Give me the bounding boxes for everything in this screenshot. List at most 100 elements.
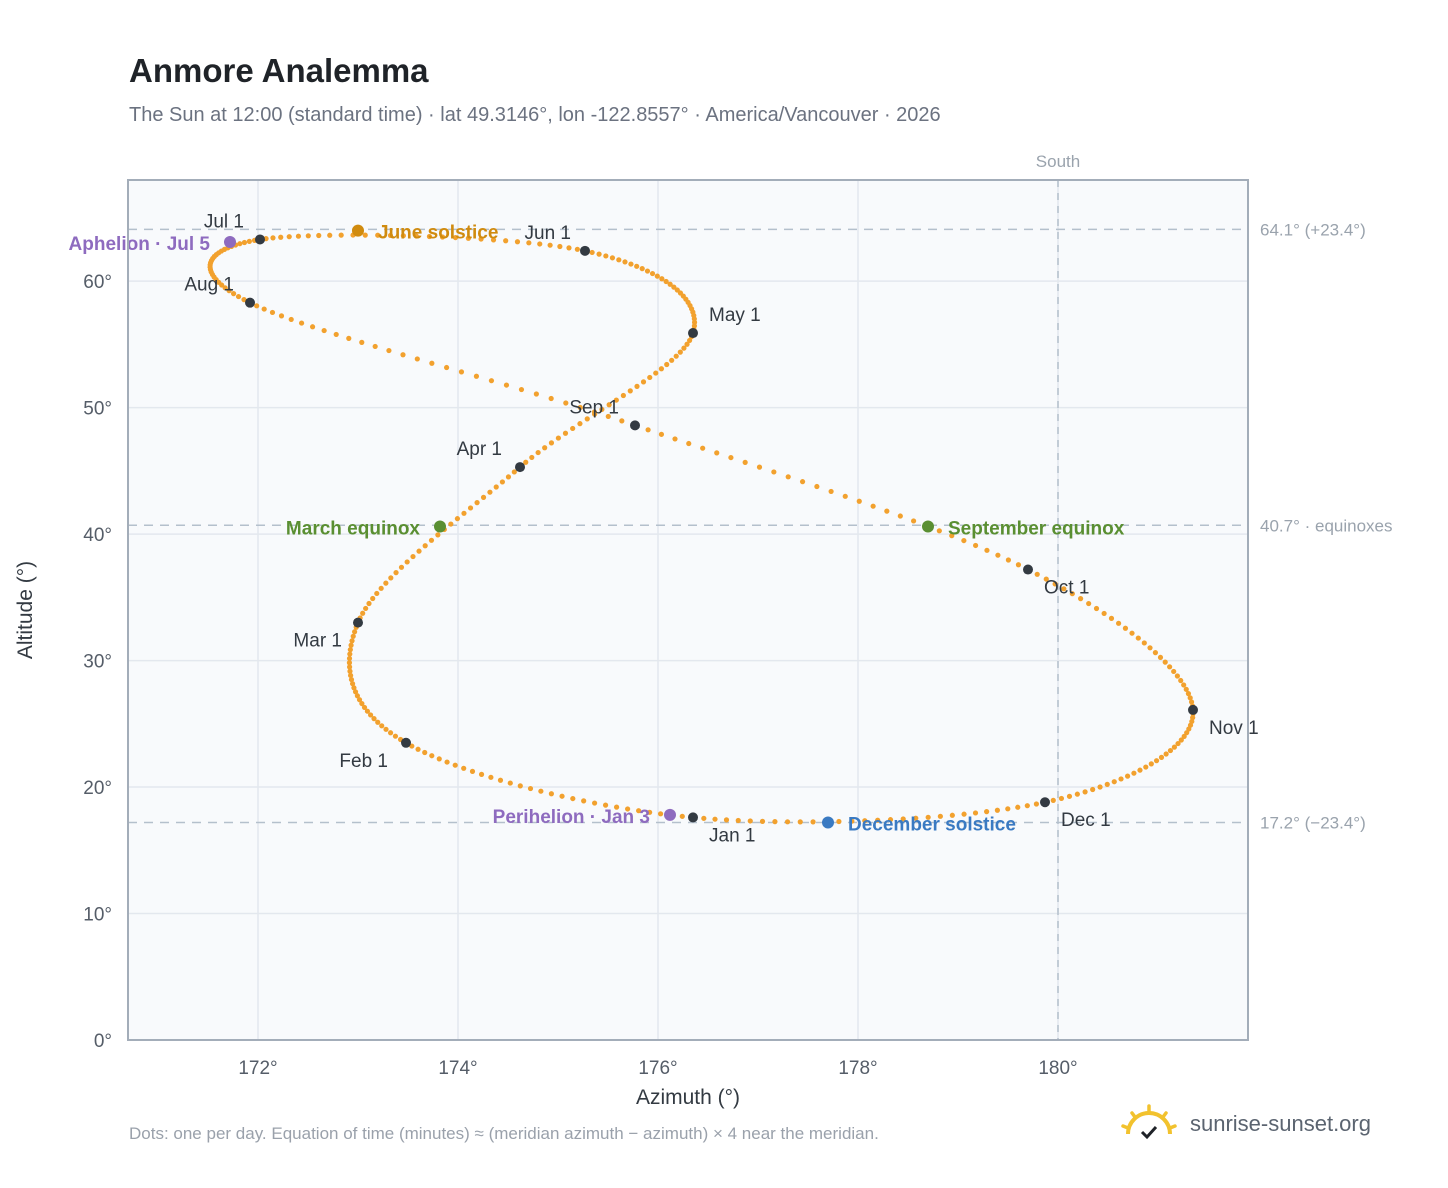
daily-sun-dot xyxy=(1082,789,1088,795)
daily-sun-dot xyxy=(542,445,548,451)
month-label: Aug 1 xyxy=(184,275,234,296)
daily-sun-dot xyxy=(756,464,763,470)
daily-sun-dot xyxy=(619,418,625,424)
y-tick-label: 10° xyxy=(83,905,112,926)
daily-sun-dot xyxy=(684,341,690,347)
month-point xyxy=(401,737,411,748)
daily-sun-dot xyxy=(584,416,590,422)
event-label: December solstice xyxy=(848,814,1016,835)
y-tick-label: 20° xyxy=(83,778,112,799)
daily-sun-dot xyxy=(1187,695,1193,701)
month-point xyxy=(630,420,640,431)
daily-sun-dot xyxy=(1093,605,1100,612)
daily-sun-dot xyxy=(653,370,659,376)
daily-sun-dot xyxy=(1043,576,1049,582)
reference-lines: South 64.1° (+23.4°) 40.7° · equinoxes 17.2… xyxy=(128,152,1393,1040)
meridian-label: South xyxy=(1036,152,1080,171)
daily-sun-dot xyxy=(669,357,675,363)
daily-sun-dot xyxy=(1181,682,1187,688)
chart-subtitle: The Sun at 12:00 (standard time) · lat 4… xyxy=(129,104,941,126)
daily-sun-dot xyxy=(458,369,465,375)
y-tick-label: 60° xyxy=(83,272,112,293)
daily-sun-dot xyxy=(374,590,380,597)
daily-sun-dot xyxy=(333,331,339,338)
daily-sun-dot xyxy=(346,335,352,341)
daily-sun-dot xyxy=(529,454,535,461)
daily-sun-dot xyxy=(570,425,576,432)
daily-sun-dot xyxy=(640,379,647,385)
daily-sun-dot xyxy=(350,633,356,639)
daily-sun-dot xyxy=(1111,779,1117,785)
daily-sun-dot xyxy=(1122,625,1129,631)
daily-sun-dot xyxy=(1184,730,1190,736)
daily-sun-dot xyxy=(278,313,285,319)
daily-sun-dot xyxy=(514,239,521,245)
footnote: Dots: one per day. Equation of time (min… xyxy=(129,1124,879,1143)
daily-sun-dot xyxy=(398,564,405,570)
daily-sun-dot xyxy=(1024,803,1030,809)
daily-sun-dot xyxy=(349,638,355,644)
daily-sun-dot xyxy=(875,817,881,823)
daily-sun-dot xyxy=(1157,654,1164,661)
daily-sun-dot xyxy=(1005,806,1011,812)
daily-sun-dot xyxy=(1148,761,1154,767)
daily-sun-dot xyxy=(658,431,665,437)
event-marker xyxy=(922,520,934,533)
daily-sun-dot xyxy=(499,479,506,485)
daily-sun-dot xyxy=(1115,620,1122,626)
daily-sun-dot xyxy=(700,445,706,451)
daily-sun-dot xyxy=(686,440,692,447)
daily-sun-dot xyxy=(548,440,555,446)
daily-sun-dot xyxy=(810,819,816,825)
daily-sun-dot xyxy=(547,242,553,248)
daily-sun-dot xyxy=(1185,691,1192,697)
daily-sun-dot xyxy=(814,483,820,490)
axes: 172° 174° 176° 178° 180° 0° 10° 20° 30° 40° 50° 60°… xyxy=(14,179,1249,1109)
daily-sun-dot xyxy=(416,548,422,554)
daily-sun-dot xyxy=(1052,581,1058,587)
daily-sun-dot xyxy=(364,708,371,714)
daily-sun-dot xyxy=(634,263,640,269)
daily-sun-dot xyxy=(452,234,459,241)
daily-sun-dot xyxy=(647,809,653,815)
event-label: March equinox xyxy=(286,519,421,540)
daily-sun-dot xyxy=(897,513,903,519)
daily-sun-dot xyxy=(606,402,612,408)
daily-sun-dot xyxy=(349,681,356,687)
daily-sun-dot xyxy=(363,605,369,612)
daily-sun-dot xyxy=(1175,740,1181,747)
daily-sun-dot xyxy=(1108,615,1115,621)
daily-sun-dot xyxy=(659,276,665,282)
daily-sun-dot xyxy=(346,655,353,662)
x-axis-title: Azimuth (°) xyxy=(636,1086,740,1109)
brand[interactable]: sunrise-sunset.org xyxy=(1120,1100,1371,1148)
daily-sun-dot xyxy=(714,450,720,456)
daily-sun-dot xyxy=(645,427,651,433)
daily-sun-dot xyxy=(628,261,634,267)
daily-sun-dot xyxy=(972,810,979,816)
daily-sun-dot xyxy=(511,469,517,475)
daily-sun-dot xyxy=(639,266,645,272)
daily-sun-dot xyxy=(1034,571,1040,577)
month-point xyxy=(1188,704,1198,715)
daily-sun-dot xyxy=(378,585,384,591)
daily-sun-dot xyxy=(226,288,232,294)
daily-sun-dot xyxy=(278,234,284,240)
daily-sun-dot xyxy=(559,793,565,799)
daily-sun-dot xyxy=(452,762,458,768)
daily-sun-dot xyxy=(677,349,683,355)
daily-sun-dot xyxy=(949,533,955,539)
event-marker xyxy=(434,520,446,533)
daily-sun-dot xyxy=(557,243,563,250)
daily-sun-dot xyxy=(679,813,685,819)
daily-sun-dot xyxy=(237,241,243,247)
daily-sun-dot xyxy=(346,664,353,670)
daily-sun-dot xyxy=(667,281,673,287)
daily-sun-dot xyxy=(562,430,569,436)
daily-sun-dot xyxy=(309,324,316,330)
daily-sun-dot xyxy=(728,454,734,461)
daily-sun-dot xyxy=(367,712,374,718)
y-tick-label: 40° xyxy=(83,525,112,546)
daily-sun-dot xyxy=(478,236,484,242)
month-label: Mar 1 xyxy=(293,631,342,652)
